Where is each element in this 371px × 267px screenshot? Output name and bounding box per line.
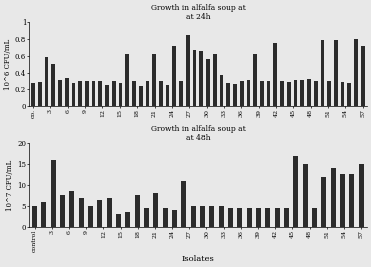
Y-axis label: 10^6 CFU/mL: 10^6 CFU/mL xyxy=(4,38,12,90)
Bar xyxy=(45,57,48,106)
Bar xyxy=(321,40,324,106)
Bar xyxy=(213,54,217,106)
Bar xyxy=(327,81,331,106)
Bar xyxy=(200,51,203,106)
Bar xyxy=(228,208,233,227)
Bar xyxy=(314,81,318,106)
Bar xyxy=(237,208,243,227)
Bar xyxy=(307,79,311,106)
Bar xyxy=(179,81,183,106)
Bar xyxy=(116,214,121,227)
Bar xyxy=(125,212,131,227)
Bar xyxy=(79,198,84,227)
Bar xyxy=(359,164,364,227)
Bar xyxy=(287,82,290,106)
Y-axis label: 10^7 CFU/mL: 10^7 CFU/mL xyxy=(6,159,14,211)
Bar xyxy=(193,50,196,106)
Bar xyxy=(98,81,102,106)
Bar xyxy=(139,86,142,106)
Bar xyxy=(78,81,82,106)
Bar xyxy=(58,80,62,106)
Bar xyxy=(256,208,261,227)
Bar xyxy=(293,156,298,227)
Bar xyxy=(31,84,35,106)
Bar xyxy=(119,84,122,106)
Bar xyxy=(32,206,37,227)
Bar xyxy=(191,206,196,227)
Bar xyxy=(144,208,149,227)
Bar xyxy=(72,83,75,106)
Title: Growth in alfalfa soup at
at 48h: Growth in alfalfa soup at at 48h xyxy=(151,125,245,142)
Bar xyxy=(247,208,252,227)
Bar xyxy=(105,85,109,106)
Bar xyxy=(172,210,177,227)
Bar xyxy=(340,174,345,227)
Bar xyxy=(97,200,102,227)
Bar xyxy=(51,64,55,106)
Bar xyxy=(125,54,129,106)
Bar xyxy=(273,43,277,106)
Bar xyxy=(293,80,297,106)
Bar xyxy=(349,174,354,227)
Bar xyxy=(321,176,326,227)
Bar xyxy=(246,80,250,106)
Bar xyxy=(312,208,317,227)
Bar xyxy=(153,193,158,227)
Bar xyxy=(41,202,46,227)
Bar xyxy=(85,81,89,106)
Bar xyxy=(88,206,93,227)
Bar xyxy=(240,81,243,106)
Bar xyxy=(132,81,136,106)
Bar xyxy=(267,81,270,106)
Bar xyxy=(145,81,149,106)
Bar xyxy=(301,80,304,106)
Bar xyxy=(354,39,358,106)
Bar xyxy=(341,82,344,106)
Bar xyxy=(260,81,264,106)
Bar xyxy=(220,75,223,106)
Bar xyxy=(348,83,351,106)
Bar xyxy=(173,46,176,106)
Bar xyxy=(284,208,289,227)
Bar xyxy=(219,206,224,227)
Bar xyxy=(206,59,210,106)
Bar xyxy=(152,54,156,106)
Bar xyxy=(92,81,95,106)
Bar xyxy=(51,160,56,227)
Bar xyxy=(331,168,336,227)
Bar xyxy=(162,208,168,227)
Bar xyxy=(38,82,42,106)
Bar xyxy=(166,85,170,106)
Bar xyxy=(112,81,116,106)
Bar xyxy=(280,81,284,106)
Bar xyxy=(181,181,187,227)
Bar xyxy=(65,78,69,106)
Title: Growth in alfalfa soup at
at 24h: Growth in alfalfa soup at at 24h xyxy=(151,4,245,21)
X-axis label: Isolates: Isolates xyxy=(181,255,214,263)
Bar xyxy=(265,208,270,227)
Bar xyxy=(107,198,112,227)
Bar xyxy=(334,40,338,106)
Bar xyxy=(275,208,280,227)
Bar xyxy=(186,35,190,106)
Bar xyxy=(209,206,214,227)
Bar xyxy=(253,54,257,106)
Bar xyxy=(69,191,75,227)
Bar xyxy=(200,206,205,227)
Bar xyxy=(233,84,237,106)
Bar xyxy=(226,83,230,106)
Bar xyxy=(159,81,163,106)
Bar xyxy=(303,164,308,227)
Bar xyxy=(135,195,140,227)
Bar xyxy=(60,195,65,227)
Bar xyxy=(361,46,365,106)
